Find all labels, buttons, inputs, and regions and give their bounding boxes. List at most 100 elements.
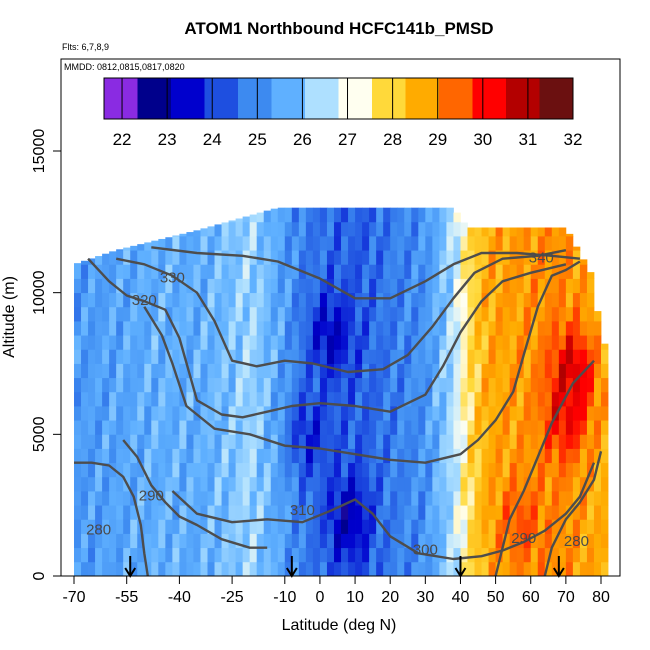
heat-cell bbox=[158, 505, 166, 520]
heat-cell bbox=[383, 221, 391, 237]
heat-cell bbox=[284, 462, 293, 478]
heat-cell bbox=[502, 377, 511, 393]
heat-cell bbox=[355, 292, 363, 308]
heat-cell bbox=[116, 476, 124, 492]
heat-cell bbox=[95, 420, 103, 435]
heat-cell bbox=[298, 434, 307, 449]
heat-cell bbox=[284, 306, 293, 322]
heat-cell bbox=[348, 278, 356, 294]
heat-cell bbox=[291, 462, 300, 478]
heat-cell bbox=[291, 406, 300, 421]
heat-cell bbox=[544, 292, 553, 308]
heat-cell bbox=[200, 406, 208, 421]
heat-cell bbox=[404, 250, 412, 265]
heat-cell bbox=[270, 462, 279, 478]
heat-cell bbox=[312, 349, 321, 364]
heat-cell bbox=[369, 406, 377, 421]
heat-cell bbox=[446, 406, 454, 421]
heat-cell bbox=[144, 349, 152, 364]
heat-cell bbox=[235, 363, 244, 379]
heat-cell bbox=[186, 406, 194, 421]
heat-cell bbox=[109, 406, 117, 421]
heat-cell bbox=[383, 420, 391, 435]
heat-cell bbox=[102, 476, 110, 492]
heat-cell bbox=[390, 533, 398, 549]
heat-cell bbox=[130, 547, 138, 563]
heat-cell bbox=[123, 264, 131, 279]
heat-cell bbox=[193, 264, 201, 279]
colorbar-swatch bbox=[405, 78, 440, 119]
heat-cell bbox=[249, 391, 258, 407]
heat-cell bbox=[516, 476, 525, 492]
heat-cell bbox=[432, 533, 440, 549]
heat-cell bbox=[453, 391, 461, 407]
heat-cell bbox=[390, 335, 398, 350]
heat-cell bbox=[355, 406, 363, 421]
heat-cell bbox=[516, 420, 525, 435]
heat-cell bbox=[333, 547, 342, 563]
heat-cell bbox=[277, 321, 286, 336]
heat-cell bbox=[516, 278, 525, 294]
heat-cell bbox=[362, 462, 370, 478]
heat-cell bbox=[348, 292, 356, 308]
heat-cell bbox=[376, 349, 384, 364]
heat-cell bbox=[425, 561, 433, 576]
heat-cell bbox=[502, 547, 511, 563]
heat-cell bbox=[481, 434, 489, 449]
heat-cell bbox=[488, 533, 496, 549]
heat-cell bbox=[565, 561, 574, 576]
heat-cell bbox=[221, 236, 229, 251]
heat-cell bbox=[256, 476, 265, 492]
heat-cell bbox=[305, 363, 314, 379]
heat-cell bbox=[130, 406, 138, 421]
heat-cell bbox=[474, 227, 482, 237]
heat-cell bbox=[249, 519, 258, 534]
heat-cell bbox=[495, 533, 504, 549]
heat-cell bbox=[418, 391, 426, 407]
heat-cell bbox=[369, 321, 377, 336]
heat-cell bbox=[305, 250, 314, 265]
heat-cell bbox=[341, 420, 349, 435]
heat-cell bbox=[221, 491, 229, 506]
heat-cell bbox=[558, 533, 567, 549]
heat-cell bbox=[348, 221, 356, 237]
heat-cell bbox=[270, 335, 279, 350]
heat-cell bbox=[432, 434, 440, 449]
heat-cell bbox=[341, 561, 349, 576]
heat-cell bbox=[130, 533, 138, 549]
heat-cell bbox=[460, 533, 468, 549]
heat-cell bbox=[467, 321, 475, 336]
heat-cell bbox=[446, 250, 454, 265]
contour-line-280 bbox=[74, 461, 149, 576]
heat-cell bbox=[432, 561, 440, 576]
heat-cell bbox=[228, 363, 237, 379]
colorbar-tick-label: 30 bbox=[473, 130, 492, 149]
heat-cell bbox=[537, 491, 546, 506]
heat-cell bbox=[376, 207, 384, 223]
heat-cell bbox=[488, 547, 496, 563]
heat-cell bbox=[502, 420, 511, 435]
heat-cell bbox=[355, 561, 363, 576]
heat-cell bbox=[137, 306, 145, 322]
heat-cell bbox=[474, 335, 482, 350]
heat-cell bbox=[383, 533, 391, 549]
heat-cell bbox=[572, 561, 581, 576]
heat-cell bbox=[130, 462, 138, 478]
heat-cell bbox=[586, 533, 595, 549]
heat-cell bbox=[221, 250, 229, 265]
heat-cell bbox=[404, 335, 412, 350]
heat-cell bbox=[200, 476, 208, 492]
heat-cell bbox=[579, 292, 588, 308]
heat-cell bbox=[102, 448, 110, 464]
heat-cell bbox=[355, 321, 363, 336]
heat-cell bbox=[228, 547, 237, 563]
heat-cell bbox=[298, 462, 307, 478]
heat-cell bbox=[179, 547, 187, 563]
heat-cell bbox=[333, 406, 342, 421]
heat-cell bbox=[376, 533, 384, 549]
heat-cell bbox=[460, 406, 468, 421]
heat-cell bbox=[263, 278, 272, 294]
heat-cell bbox=[123, 533, 131, 549]
heat-cell bbox=[81, 292, 89, 308]
heat-cell bbox=[579, 547, 588, 563]
